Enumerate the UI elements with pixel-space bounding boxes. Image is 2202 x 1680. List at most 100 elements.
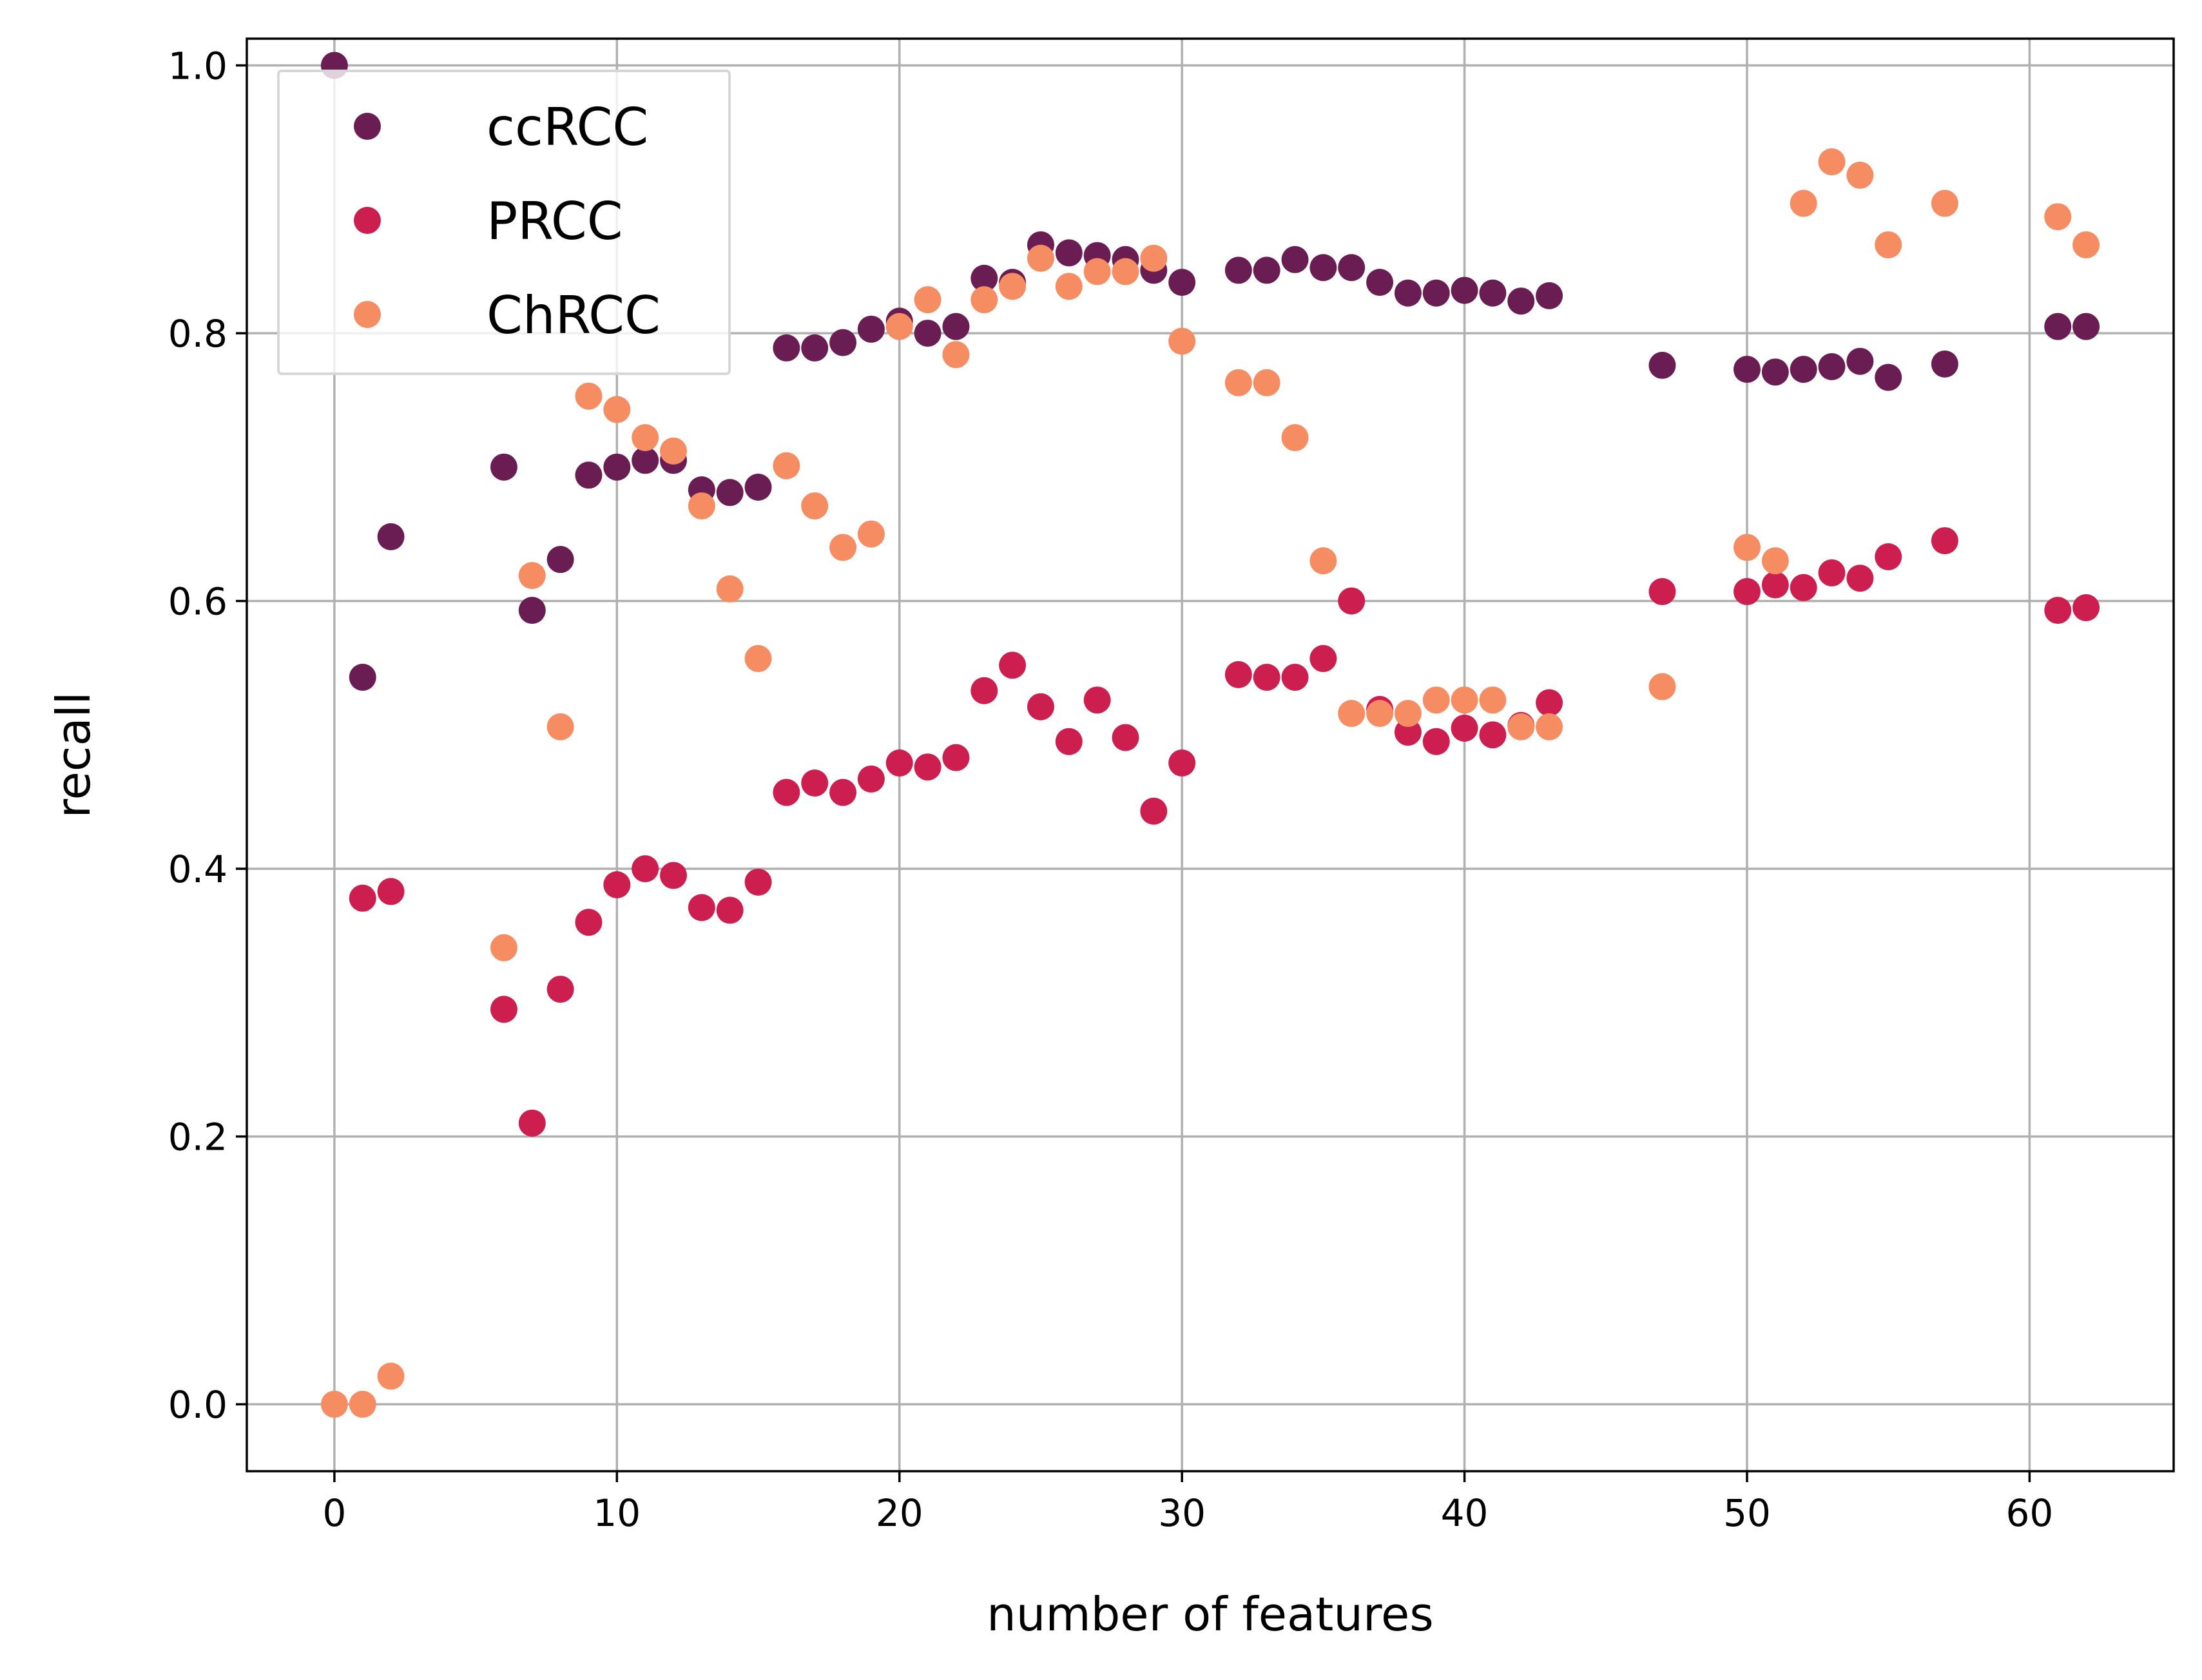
data-point-ChRCC <box>1366 700 1394 728</box>
data-point-ChRCC <box>914 286 942 314</box>
data-point-ChRCC <box>999 273 1027 300</box>
data-point-PRCC <box>829 778 857 806</box>
data-point-ChRCC <box>1422 686 1450 714</box>
data-point-ChRCC <box>1536 713 1563 740</box>
data-point-ChRCC <box>1253 369 1280 396</box>
data-point-ccRCC <box>1761 358 1789 386</box>
data-point-ChRCC <box>942 341 970 369</box>
data-point-ccRCC <box>829 329 857 356</box>
data-points <box>320 52 2100 1418</box>
data-point-ccRCC <box>377 523 405 550</box>
data-point-ccRCC <box>942 313 970 340</box>
data-point-ChRCC <box>518 562 546 590</box>
data-point-ccRCC <box>1790 356 1817 383</box>
data-point-ChRCC <box>546 713 574 740</box>
data-point-ccRCC <box>1224 256 1252 284</box>
data-point-ChRCC <box>1451 686 1478 714</box>
data-point-ChRCC <box>1931 189 1958 217</box>
data-point-ccRCC <box>1931 350 1958 378</box>
legend-label-ChRCC: ChRCC <box>487 285 661 345</box>
data-point-ChRCC <box>1875 231 1902 258</box>
x-axis-label: number of features <box>987 1587 1434 1641</box>
data-point-ccRCC <box>801 334 829 362</box>
data-point-PRCC <box>632 855 659 883</box>
legend-marker-ChRCC <box>354 301 381 328</box>
data-point-PRCC <box>914 753 942 781</box>
data-point-ccRCC <box>546 546 574 574</box>
data-point-PRCC <box>1790 574 1817 601</box>
data-point-PRCC <box>801 769 829 797</box>
legend-box <box>277 70 731 375</box>
data-point-PRCC <box>490 996 517 1023</box>
data-point-ChRCC <box>377 1362 405 1390</box>
data-point-PRCC <box>1394 719 1422 746</box>
data-point-ccRCC <box>914 320 942 347</box>
data-point-ChRCC <box>688 492 715 520</box>
data-point-ccRCC <box>1648 351 1676 379</box>
data-point-PRCC <box>773 778 800 806</box>
data-point-PRCC <box>971 677 998 704</box>
data-point-PRCC <box>2044 597 2072 624</box>
data-point-ccRCC <box>1451 276 1478 304</box>
data-point-ChRCC <box>1479 686 1507 714</box>
data-point-ChRCC <box>632 424 659 452</box>
data-point-ccRCC <box>1168 269 1196 296</box>
data-point-ccRCC <box>1281 246 1309 273</box>
data-point-PRCC <box>1818 559 1846 586</box>
data-point-PRCC <box>2072 594 2100 621</box>
data-point-PRCC <box>1027 693 1054 720</box>
data-point-PRCC <box>1140 797 1168 825</box>
legend: ccRCC PRCC ChRCC <box>277 70 731 375</box>
legend-marker-PRCC <box>354 207 381 234</box>
y-tick-label: 1.0 <box>168 44 227 88</box>
x-tick-label: 50 <box>1723 1491 1771 1535</box>
data-point-ccRCC <box>857 315 885 343</box>
data-point-PRCC <box>1338 587 1366 615</box>
data-point-ccRCC <box>971 264 998 292</box>
data-point-ChRCC <box>1818 148 1846 176</box>
data-point-ccRCC <box>575 461 603 489</box>
data-point-PRCC <box>999 652 1027 679</box>
x-tick-label: 30 <box>1158 1491 1206 1535</box>
data-point-PRCC <box>688 894 715 922</box>
data-point-ChRCC <box>2072 231 2100 258</box>
data-point-ccRCC <box>744 473 772 501</box>
legend-items: ccRCC PRCC ChRCC <box>354 97 661 345</box>
data-point-ChRCC <box>801 492 829 520</box>
y-tick-label: 0.8 <box>168 312 227 356</box>
data-point-ccRCC <box>1338 254 1366 282</box>
data-point-ChRCC <box>1027 244 1054 272</box>
data-point-ChRCC <box>490 934 517 961</box>
data-point-PRCC <box>1168 749 1196 777</box>
data-point-PRCC <box>660 862 688 889</box>
data-point-ChRCC <box>971 286 998 314</box>
data-point-PRCC <box>518 1109 546 1137</box>
data-point-ccRCC <box>1846 347 1874 375</box>
data-point-PRCC <box>1479 721 1507 749</box>
data-point-ChRCC <box>349 1391 376 1418</box>
data-point-ChRCC <box>320 1391 348 1418</box>
data-point-ccRCC <box>716 479 744 507</box>
data-point-PRCC <box>744 868 772 896</box>
data-point-ccRCC <box>1394 279 1422 307</box>
data-point-PRCC <box>716 896 744 924</box>
data-point-PRCC <box>1451 714 1478 742</box>
data-point-PRCC <box>1253 664 1280 691</box>
x-tick-label: 60 <box>2006 1491 2054 1535</box>
data-point-ChRCC <box>1507 713 1535 740</box>
data-point-PRCC <box>1875 543 1902 571</box>
data-point-ChRCC <box>1846 161 1874 189</box>
data-point-ChRCC <box>1761 547 1789 575</box>
data-point-ccRCC <box>518 597 546 624</box>
data-point-ccRCC <box>1366 269 1394 296</box>
data-point-ChRCC <box>1733 534 1761 561</box>
x-tick-label: 0 <box>322 1491 346 1535</box>
axes-frame <box>246 37 2175 1472</box>
data-point-PRCC <box>546 976 574 1003</box>
data-point-ChRCC <box>829 534 857 561</box>
data-point-PRCC <box>1281 664 1309 691</box>
y-tick-label: 0.4 <box>168 847 227 891</box>
data-point-ChRCC <box>1083 258 1111 285</box>
data-point-ChRCC <box>744 644 772 672</box>
